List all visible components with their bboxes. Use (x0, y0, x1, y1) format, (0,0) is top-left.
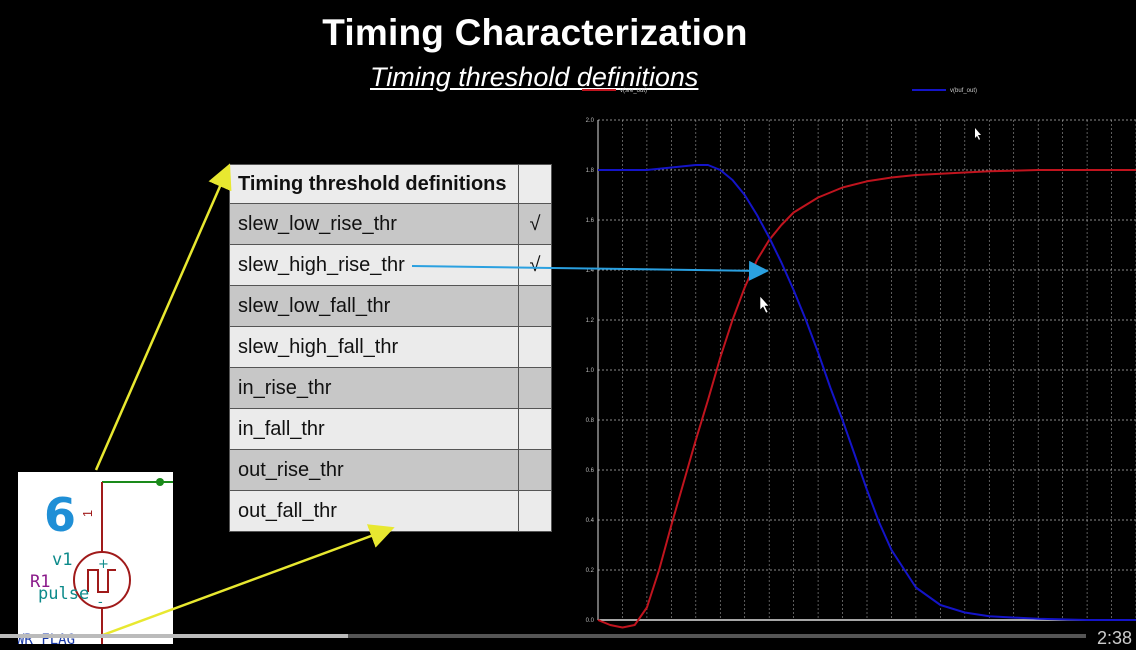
row-check (518, 490, 552, 532)
y-tick-label: 1.2 (586, 318, 595, 324)
table-row: in_rise_thr (229, 367, 552, 409)
blue-arrow (411, 260, 769, 281)
table-row: out_rise_thr (229, 449, 552, 491)
y-tick-label: 1.4 (586, 268, 595, 274)
video-progress-fill (0, 634, 348, 638)
source-type: pulse (38, 584, 90, 604)
source-name: v1 (52, 550, 73, 570)
row-check: √ (518, 244, 552, 286)
y-tick-label: 1.0 (586, 368, 595, 374)
row-check (518, 326, 552, 368)
legend-label: v(buf_out) (950, 88, 977, 94)
waveform-chart: 2.0 1.8 1.6 1.4 1.2 1.0 0.8 0.6 0.4 0.2 0.0 v(sre_o… (582, 88, 1136, 629)
y-tick-label: 2.0 (586, 118, 595, 124)
svg-text:+: + (98, 557, 109, 572)
threshold-table: Timing threshold definitions slew_low_ri… (229, 164, 552, 532)
row-check: √ (518, 203, 552, 245)
yellow-arrow-down (99, 524, 395, 638)
slide-title: Timing Characterization (322, 12, 748, 53)
y-tick-label: 1.6 (586, 218, 595, 224)
table-row: slew_high_fall_thr (229, 326, 552, 368)
table-row: slew_high_rise_thr √ (229, 244, 552, 286)
table-header: Timing threshold definitions (229, 164, 519, 204)
y-tick-label: 0.8 (586, 418, 595, 424)
y-tick-label: 0.6 (586, 468, 595, 474)
y-tick-label: 0.0 (586, 618, 595, 624)
row-name: slew_high_rise_thr (229, 244, 519, 286)
cursor-icon-small (975, 128, 981, 140)
row-name: slew_low_fall_thr (229, 285, 519, 327)
table-row: slew_low_rise_thr √ (229, 203, 552, 245)
schematic-wires: + - (73, 478, 173, 644)
row-check (518, 367, 552, 409)
row-name: in_fall_thr (229, 408, 519, 450)
series-line (597, 169, 1136, 629)
yellow-arrow-up (94, 163, 232, 471)
row-name: out_rise_thr (229, 449, 519, 491)
row-name: slew_low_rise_thr (229, 203, 519, 245)
table-row: in_fall_thr (229, 408, 552, 450)
y-tick-label: 1.8 (586, 168, 595, 174)
row-check (518, 408, 552, 450)
svg-text:-: - (98, 595, 103, 610)
slide-number: 6 (44, 488, 77, 542)
legend-label: v(sre_out) (620, 88, 647, 94)
slide-subtitle: Timing threshold definitions (370, 62, 699, 92)
cursor-icon (759, 295, 770, 314)
table-row: slew_low_fall_thr (229, 285, 552, 327)
video-timestamp: 2:38 (1096, 628, 1132, 648)
y-tick-label: 0.2 (586, 568, 595, 574)
table-header-check (518, 164, 552, 204)
row-name: slew_high_fall_thr (229, 326, 519, 368)
y-tick-label: 0.4 (586, 518, 595, 524)
video-progress-bar[interactable] (0, 634, 1086, 638)
waveform-plot: 2.0 1.8 1.6 1.4 1.2 1.0 0.8 0.6 0.4 0.2 0.0 v(sre_o… (572, 84, 1136, 630)
row-name: in_rise_thr (229, 367, 519, 409)
series-line (598, 164, 1136, 621)
table-header-row: Timing threshold definitions (229, 164, 552, 204)
schematic-thumbnail: + - 6 1 v1 R1 pulse WR_FLAG (18, 472, 173, 644)
row-check (518, 449, 552, 491)
resistor-label: R1 (30, 572, 51, 592)
